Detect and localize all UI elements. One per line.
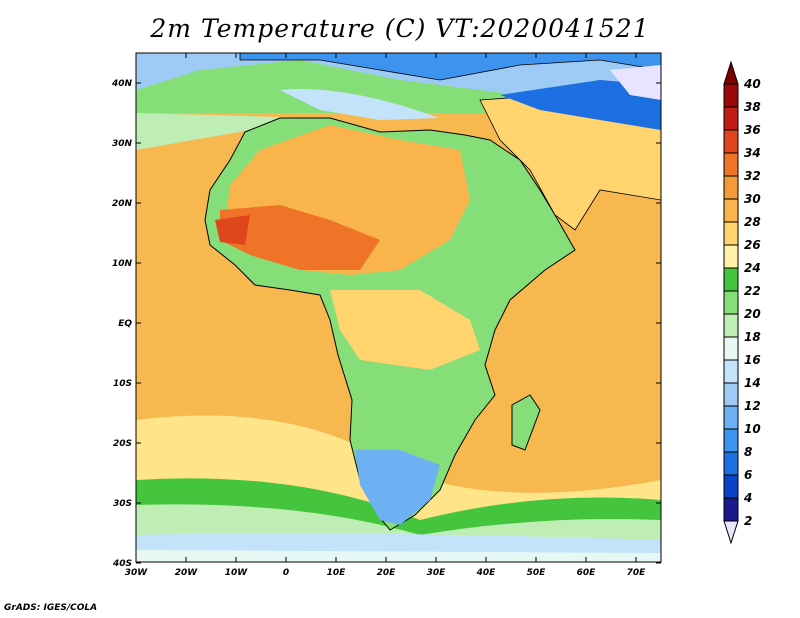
lat-tick-label: 20S <box>113 439 132 449</box>
lon-tick-label: 30W <box>125 568 149 578</box>
colorbar-top-arrow <box>723 60 739 85</box>
colorbar-label: 34 <box>744 146 761 160</box>
colorbar-label: 32 <box>744 169 761 183</box>
colorbar-label: 24 <box>744 261 761 275</box>
colorbar-label: 8 <box>744 445 752 459</box>
temp-band-south-pale <box>136 550 661 562</box>
colorbar-swatch <box>723 129 739 154</box>
colorbar-swatch <box>723 336 739 361</box>
colorbar-label: 26 <box>744 238 761 252</box>
lat-tick-label: 30N <box>112 139 133 149</box>
colorbar-swatch <box>723 106 739 131</box>
colorbar-swatch <box>723 313 739 338</box>
colorbar-swatch <box>723 474 739 499</box>
lon-tick-label: 70E <box>627 568 647 578</box>
lat-tick-label: 10S <box>113 379 132 389</box>
lon-tick-label: 50E <box>527 568 547 578</box>
europe-landmass <box>239 53 661 81</box>
colorbar-label: 28 <box>744 215 761 229</box>
colorbar-swatch <box>723 359 739 384</box>
colorbar-label: 38 <box>744 100 761 114</box>
colorbar-swatch <box>723 267 739 292</box>
lon-tick-label: 30E <box>427 568 447 578</box>
colorbar: 40 38 36 34 32 30 28 26 24 22 20 18 16 14 12 10 8 6 4 2 <box>723 60 761 545</box>
colorbar-label: 12 <box>744 399 761 413</box>
colorbar-swatch <box>723 175 739 200</box>
colorbar-label: 30 <box>744 192 761 206</box>
colorbar-label: 16 <box>744 353 761 367</box>
colorbar-label: 20 <box>744 307 761 321</box>
colorbar-swatch <box>723 83 739 108</box>
sahel-hot-region <box>220 205 380 270</box>
highland-cold-spot <box>610 65 661 100</box>
lon-tick-label: 10E <box>327 568 347 578</box>
map-frame <box>135 52 662 563</box>
colorbar-swatch <box>723 244 739 269</box>
colorbar-label: 6 <box>744 468 752 482</box>
colorbar-label: 36 <box>744 123 761 137</box>
map-plot-area <box>136 53 661 562</box>
chart-title: 2m Temperature (C) VT:2020041521 <box>150 14 650 43</box>
colorbar-label: 18 <box>744 330 761 344</box>
colorbar-swatch <box>723 290 739 315</box>
lon-tick-label: 60E <box>577 568 597 578</box>
colorbar-swatch <box>723 382 739 407</box>
colorbar-bottom-arrow <box>723 520 739 545</box>
colorbar-swatch <box>723 497 739 522</box>
colorbar-label: 14 <box>744 376 761 390</box>
lon-tick-label: 0 <box>283 568 289 578</box>
madagascar <box>511 394 541 451</box>
colorbar-swatch <box>723 451 739 476</box>
central-africa-warm-band <box>330 290 480 370</box>
lat-tick-label: 40S <box>112 559 132 569</box>
colorbar-swatch <box>723 221 739 246</box>
southern-africa-cool-region <box>355 450 440 525</box>
lat-tick-label: 20N <box>112 199 133 209</box>
colorbar-swatch <box>723 405 739 430</box>
colorbar-label: 10 <box>744 422 761 436</box>
colorbar-swatch <box>723 198 739 223</box>
lon-tick-label: 20E <box>377 568 397 578</box>
lon-tick-label: 10W <box>225 568 249 578</box>
colorbar-label: 40 <box>743 77 761 91</box>
longitude-axis: 30W 20W 10W 0 10E 20E 30E 40E 50E 60E 70E <box>125 53 646 578</box>
colorbar-label: 4 <box>743 491 752 505</box>
west-africa-hot-spot <box>215 215 250 245</box>
mediterranean-sea <box>280 89 440 120</box>
lat-tick-label: 40N <box>111 79 133 89</box>
colorbar-swatch <box>723 428 739 453</box>
lat-tick-label: 30S <box>113 499 132 509</box>
colorbar-swatch <box>723 152 739 177</box>
latitude-axis: 40N 30N 20N 10N EQ 10S 20S 30S 40S <box>111 79 661 569</box>
lon-tick-label: 20W <box>175 568 199 578</box>
colorbar-label: 22 <box>744 284 761 298</box>
lon-tick-label: 40E <box>476 568 497 578</box>
lat-tick-label: EQ <box>118 319 132 329</box>
footer-credit: GrADS: IGES/COLA <box>4 603 98 613</box>
lat-tick-label: 10N <box>112 259 133 269</box>
colorbar-label: 2 <box>744 514 752 528</box>
middle-east-cold-region <box>500 80 661 130</box>
